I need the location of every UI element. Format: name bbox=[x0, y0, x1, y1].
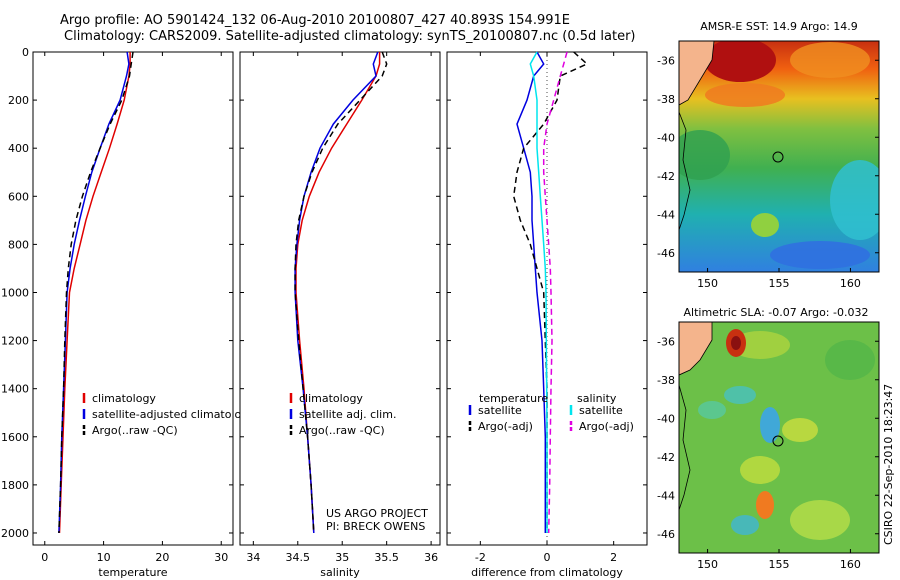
y-tick-label: 1200 bbox=[1, 335, 29, 348]
x-tick-label: 150 bbox=[697, 277, 718, 290]
sla-map-title: Altimetric SLA: -0.07 Argo: -0.032 bbox=[684, 306, 869, 319]
sla-heatmap-field bbox=[679, 322, 879, 553]
float-position-marker bbox=[772, 151, 784, 163]
x-tick-label: 0 bbox=[41, 551, 48, 564]
x-tick-label: 10 bbox=[97, 551, 111, 564]
x-tick-label: 150 bbox=[697, 558, 718, 571]
series-line-satellite bbox=[516, 51, 547, 533]
x-tick-label: 35.5 bbox=[374, 551, 399, 564]
x-tick-label: 30 bbox=[214, 551, 228, 564]
x-tick-label: 155 bbox=[769, 558, 790, 571]
legend-entry: Argo(-adj) bbox=[579, 420, 634, 433]
y-tick-label: 800 bbox=[8, 238, 29, 251]
legend-entry: climatology bbox=[92, 392, 156, 405]
legend-entry: satellite adj. clim. bbox=[299, 408, 396, 421]
y-tick-label: -44 bbox=[657, 208, 675, 221]
temperature-profile-panel: 0 200 400 600 800 1000 1200 1400 1600 1800 2000 0 10… bbox=[1, 46, 255, 579]
land-mass bbox=[679, 41, 715, 106]
difference-profile-panel: -2 0 2 difference from climatology temperatu… bbox=[446, 51, 648, 579]
figure-title-line-1: Argo profile: AO 5901424_132 06-Aug-2010… bbox=[60, 13, 570, 28]
legend-entry: satellite-adjusted climatology bbox=[92, 408, 255, 421]
x-tick-label: 160 bbox=[840, 277, 861, 290]
x-tick-label: 35 bbox=[335, 551, 349, 564]
y-tick-label: -40 bbox=[657, 131, 675, 144]
project-annotation: US ARGO PROJECT bbox=[326, 507, 428, 520]
x-axis-label: temperature bbox=[98, 566, 167, 579]
sla-map-axes: 150 155 160 -36 -38 -40 -42 -44 -46 bbox=[657, 335, 879, 571]
legend-entry: satellite bbox=[579, 404, 623, 417]
legend-entry: satellite bbox=[478, 404, 522, 417]
series-line-satellite bbox=[529, 51, 548, 533]
series-line-argo-adj- bbox=[542, 51, 568, 534]
y-tick-label: -36 bbox=[657, 54, 675, 67]
legend-entry: Argo(..raw -QC) bbox=[92, 424, 178, 437]
x-tick-label: 0 bbox=[544, 551, 551, 564]
x-tick-label: 160 bbox=[840, 558, 861, 571]
sla-map-panel: Altimetric SLA: -0.07 Argo: -0.032 150 15… bbox=[657, 306, 880, 571]
x-axis-label: difference from climatology bbox=[471, 566, 623, 579]
y-tick-label: -40 bbox=[657, 412, 675, 425]
land-mass bbox=[679, 322, 713, 376]
timestamp-stamp: CSIRO 22-Sep-2010 18:23:47 bbox=[882, 384, 895, 545]
sst-heatmap-field bbox=[679, 41, 879, 272]
y-tick-label: 2000 bbox=[1, 527, 29, 540]
x-tick-label: 36 bbox=[424, 551, 438, 564]
y-tick-label: 400 bbox=[8, 142, 29, 155]
y-tick-label: -44 bbox=[657, 489, 675, 502]
sst-map-panel: AMSR-E SST: 14.9 Argo: 14.9 150 155 160 -36… bbox=[657, 20, 880, 290]
y-tick-label: 1000 bbox=[1, 286, 29, 299]
y-tick-label: -36 bbox=[657, 335, 675, 348]
float-position-marker bbox=[772, 435, 784, 447]
y-tick-label: -38 bbox=[657, 93, 675, 106]
project-annotation: PI: BRECK OWENS bbox=[326, 520, 425, 533]
y-tick-label: 200 bbox=[8, 94, 29, 107]
figure-title-line-2: Climatology: CARS2009. Satellite-adjuste… bbox=[64, 29, 636, 44]
y-tick-label: -42 bbox=[657, 170, 675, 183]
x-axis-label: salinity bbox=[320, 566, 360, 579]
series-line-argo-raw-qc- bbox=[294, 51, 388, 534]
y-tick-label: -46 bbox=[657, 528, 675, 541]
y-tick-label: 600 bbox=[8, 190, 29, 203]
sst-map-title: AMSR-E SST: 14.9 Argo: 14.9 bbox=[700, 20, 858, 33]
sst-map-axes: 150 155 160 -36 -38 -40 -42 -44 -46 bbox=[657, 54, 879, 290]
legend-entry: Argo(-adj) bbox=[478, 420, 533, 433]
legend-entry: Argo(..raw -QC) bbox=[299, 424, 385, 437]
y-tick-label: 1800 bbox=[1, 479, 29, 492]
y-tick-label: 1600 bbox=[1, 431, 29, 444]
plot-frame bbox=[239, 51, 441, 546]
y-tick-label: 1400 bbox=[1, 383, 29, 396]
plot-frame bbox=[32, 51, 234, 546]
x-tick-label: 20 bbox=[155, 551, 169, 564]
x-tick-label: 34.5 bbox=[286, 551, 311, 564]
legend-header: salinity bbox=[577, 392, 617, 405]
salinity-profile-panel: 34 34.5 35 35.5 36 salinity climatology satelli… bbox=[239, 51, 441, 579]
series-line-climatology bbox=[58, 52, 131, 534]
y-tick-label: -42 bbox=[657, 451, 675, 464]
x-tick-label: 155 bbox=[769, 277, 790, 290]
legend-entry: climatology bbox=[299, 392, 363, 405]
x-tick-label: 2 bbox=[610, 551, 617, 564]
series-line-argo-raw-qc- bbox=[58, 51, 134, 534]
y-tick-label: -46 bbox=[657, 247, 675, 260]
legend-header: temperature bbox=[479, 392, 548, 405]
y-tick-label: -38 bbox=[657, 374, 675, 387]
x-tick-label: -2 bbox=[475, 551, 486, 564]
y-tick-label: 0 bbox=[22, 46, 29, 59]
x-tick-label: 34 bbox=[246, 551, 260, 564]
